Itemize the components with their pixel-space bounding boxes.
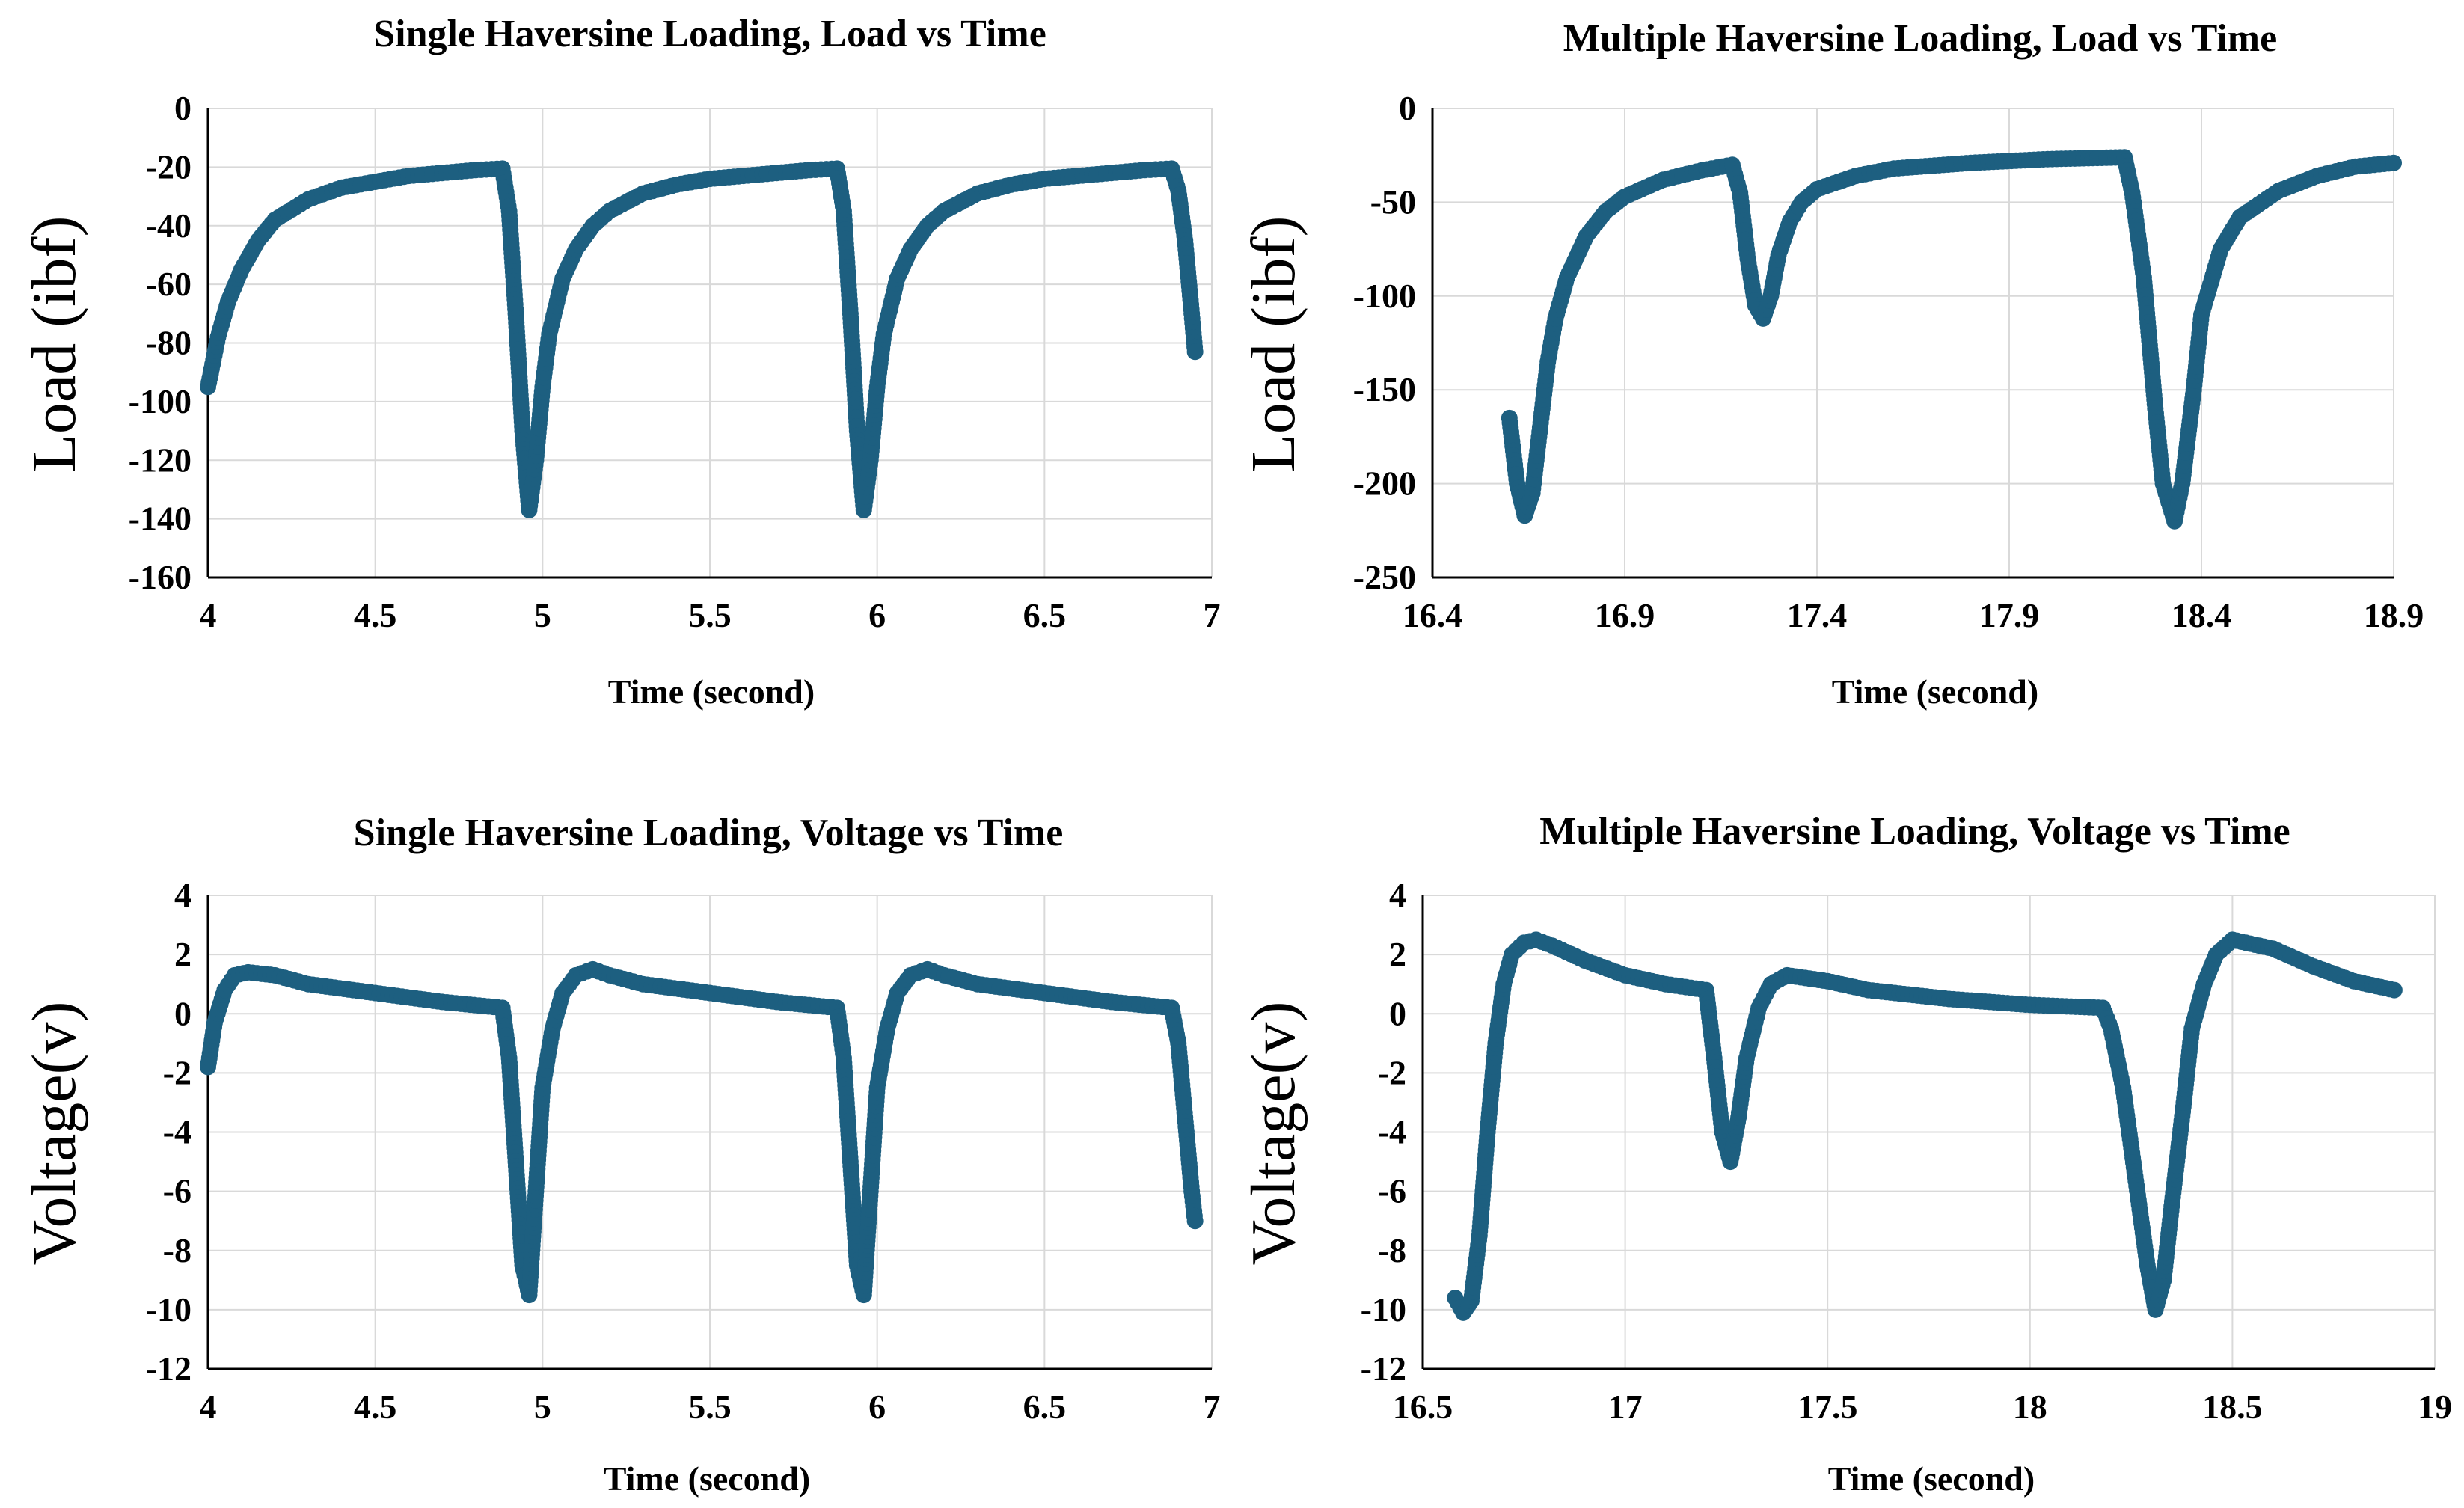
y-tick-label: -2 [163, 1053, 191, 1091]
y-tick-label: 0 [174, 89, 191, 127]
x-tick-label: 16.4 [1403, 596, 1463, 634]
x-tick-label: 4.5 [354, 596, 397, 634]
x-tick-label: 5.5 [688, 596, 732, 634]
y-tick-label: 4 [1389, 876, 1406, 914]
y-tick-label: 0 [174, 994, 191, 1032]
y-axis-label: Load (ibf) [19, 216, 89, 473]
y-tick-label: -12 [1361, 1349, 1406, 1388]
y-tick-label: -12 [146, 1349, 191, 1388]
y-tick-label: -160 [129, 558, 191, 596]
grid-lines [1432, 108, 2394, 578]
axes [206, 895, 1212, 1370]
x-tick-label: 4.5 [354, 1388, 397, 1426]
x-axis-label: Time (second) [604, 1459, 810, 1498]
y-tick-label: -8 [163, 1231, 191, 1269]
y-tick-label: -120 [129, 441, 191, 479]
tick-labels: 420-2-4-6-8-10-124 4.5 5 5.5 6 6.5 7 [146, 876, 1221, 1426]
x-tick-label: 17.5 [1798, 1388, 1858, 1426]
x-tick-label: 17.4 [1787, 596, 1848, 634]
y-axis-label: Load (ibf) [1239, 216, 1308, 473]
data-points [200, 160, 1204, 518]
x-tick-label: 4 [200, 1388, 217, 1426]
y-tick-label: -250 [1353, 558, 1416, 596]
data-point [1186, 1213, 1204, 1230]
y-tick-label: -200 [1353, 465, 1416, 503]
x-tick-label: 7 [1204, 596, 1221, 634]
x-axis-label: Time (second) [608, 672, 815, 711]
y-tick-label: 2 [174, 935, 191, 973]
y-tick-label: 0 [1389, 994, 1406, 1032]
chart-voltage-single: Single Haversine Loading, Voltage vs Tim… [19, 812, 1221, 1498]
grid-lines [208, 895, 1213, 1370]
y-tick-label: -2 [1378, 1053, 1406, 1091]
y-tick-label: -80 [146, 324, 191, 362]
x-axis-label: Time (second) [1832, 672, 2038, 711]
y-tick-label: -20 [146, 147, 191, 186]
chart-voltage-multiple: Multiple Haversine Loading, Voltage vs T… [1239, 810, 2452, 1498]
x-tick-label: 18 [2013, 1388, 2047, 1426]
x-tick-label: 17 [1608, 1388, 1643, 1426]
grid-lines [1423, 895, 2436, 1370]
y-tick-label: -140 [129, 500, 191, 538]
chart-load-single: Single Haversine Loading, Load vs Time 0… [19, 13, 1221, 711]
x-tick-label: 18.9 [2364, 596, 2424, 634]
y-tick-label: -100 [129, 382, 191, 420]
y-tick-label: -4 [1378, 1113, 1406, 1151]
y-tick-label: -4 [163, 1113, 191, 1151]
x-tick-label: 6 [868, 596, 886, 634]
chart-title: Single Haversine Loading, Load vs Time [373, 13, 1046, 55]
axes [1421, 895, 2435, 1370]
x-tick-label: 4 [200, 596, 217, 634]
y-tick-label: -6 [163, 1172, 191, 1210]
y-tick-label: -60 [146, 265, 191, 303]
data-point [2385, 154, 2402, 171]
x-tick-label: 5 [534, 596, 551, 634]
data-points [200, 960, 1204, 1304]
x-axis-label: Time (second) [1828, 1459, 2035, 1498]
y-tick-label: -10 [1361, 1290, 1406, 1328]
y-tick-label: -40 [146, 206, 191, 245]
y-tick-label: 2 [1389, 935, 1406, 973]
chart-title: Multiple Haversine Loading, Voltage vs T… [1539, 810, 2290, 853]
y-axis-label: Voltage(v) [1239, 1001, 1308, 1265]
grid-lines [208, 108, 1213, 578]
axes [1431, 108, 2394, 579]
y-tick-label: -8 [1378, 1231, 1406, 1269]
x-tick-label: 5 [534, 1388, 551, 1426]
chart-title: Single Haversine Loading, Voltage vs Tim… [354, 812, 1064, 854]
x-tick-label: 17.9 [1979, 596, 2040, 634]
y-tick-label: -6 [1378, 1172, 1406, 1210]
data-points [1501, 149, 2402, 530]
data-point [1186, 343, 1204, 361]
y-tick-label: 0 [1399, 89, 1416, 127]
y-axis-label: Voltage(v) [19, 1001, 89, 1265]
y-tick-label: -50 [1370, 183, 1416, 221]
x-tick-label: 7 [1204, 1388, 1221, 1426]
x-tick-label: 6.5 [1023, 1388, 1067, 1426]
axes [206, 108, 1212, 579]
x-tick-label: 16.9 [1595, 596, 1655, 634]
x-tick-label: 6.5 [1023, 596, 1067, 634]
data-point [2385, 981, 2403, 999]
x-tick-label: 19 [2418, 1388, 2452, 1426]
y-tick-label: -100 [1353, 277, 1416, 315]
y-tick-label: -150 [1353, 370, 1416, 408]
chart-load-multiple: Multiple Haversine Loading, Load vs Time… [1239, 17, 2424, 711]
y-tick-label: 4 [174, 876, 191, 914]
data-points [1447, 931, 2403, 1321]
x-tick-label: 16.5 [1393, 1388, 1453, 1426]
y-tick-label: -10 [146, 1290, 191, 1328]
x-tick-label: 6 [868, 1388, 886, 1426]
x-tick-label: 18.5 [2202, 1388, 2263, 1426]
chart-title: Multiple Haversine Loading, Load vs Time [1563, 17, 2277, 60]
x-tick-label: 5.5 [688, 1388, 732, 1426]
x-tick-label: 18.4 [2172, 596, 2232, 634]
